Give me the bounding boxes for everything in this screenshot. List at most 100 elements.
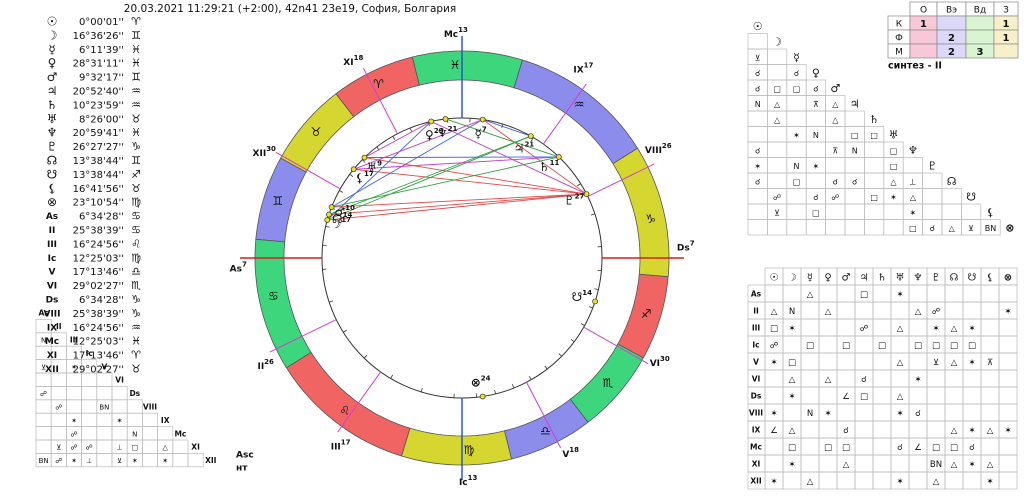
aspect-symbol: △ [807, 290, 814, 300]
cusp-degree: 26 [264, 358, 274, 366]
aspect-line [353, 156, 559, 170]
sign: ♓ [131, 126, 141, 139]
aspect-symbol: △ [951, 358, 958, 368]
body-glyph: ☿ [48, 42, 55, 56]
table-cell [936, 15, 967, 31]
cusp-wheel-label: As7 [230, 261, 247, 275]
table-value: 2 [948, 47, 955, 58]
position: 8°26'00'' [79, 114, 124, 125]
tick [577, 183, 581, 187]
planet-label: ☊14 [332, 211, 353, 226]
aspect-symbol: ⊻ [933, 358, 939, 368]
sign: ♓ [131, 57, 141, 70]
aspect-symbol: ∠ [770, 426, 778, 436]
aspect-symbol: □ [968, 341, 976, 351]
cusp-label: Ds [129, 389, 140, 398]
tick [349, 173, 354, 178]
table-value: 1 [920, 19, 927, 30]
synthesis: синтез - II [888, 61, 942, 72]
cusp-label: III [47, 240, 57, 250]
body-glyph: ♀ [824, 273, 831, 284]
aspect-symbol: ✶ [968, 324, 975, 334]
aspect-line [353, 119, 483, 170]
body-glyph: ♂ [842, 273, 851, 284]
table-header: З [1003, 6, 1009, 16]
sign: ♋ [131, 210, 141, 223]
aspect-line [482, 119, 531, 137]
sign: ♉ [131, 112, 141, 125]
table-value: 1 [1003, 19, 1010, 30]
tick [544, 365, 548, 370]
tick [558, 353, 562, 357]
aspect-symbol: ☌ [794, 69, 799, 78]
aspect-symbol: ✶ [968, 460, 975, 470]
cusp-line [269, 319, 337, 353]
sign: ♉ [131, 363, 141, 376]
cusp-label: VIII [749, 409, 763, 418]
aspect-symbol: N [755, 100, 761, 109]
aspect-symbol: △ [832, 115, 839, 124]
sign: ♑ [131, 293, 141, 306]
aspect-line [327, 193, 587, 221]
aspect-symbol: ⊥ [117, 444, 123, 452]
aspect-symbol: □ [932, 341, 940, 351]
aspect-symbol: ☌ [755, 84, 760, 93]
cusp-line [583, 326, 649, 365]
table-header: Вэ [946, 6, 957, 16]
planet-label: ☽17 [330, 216, 351, 231]
body-glyph: ☽ [47, 28, 58, 42]
position: 13°38'44'' [73, 170, 124, 181]
position: 16°36'26'' [73, 31, 124, 42]
planet-glyph: ☿ [475, 126, 482, 140]
aspect-symbol: ☌ [813, 193, 818, 202]
aspect-symbol: ✶ [117, 417, 123, 425]
cusp-name: XII [253, 148, 267, 158]
sign: ♏ [131, 279, 141, 292]
sign-glyph: ♓ [450, 58, 461, 72]
aspect-symbol: □ [793, 84, 801, 93]
aspect-symbol: ✶ [896, 477, 903, 487]
planet-degree: 9 [377, 160, 382, 168]
cusp-label: IX [161, 416, 170, 425]
position: 29°02'27'' [73, 281, 124, 292]
cusp-label: As [46, 212, 58, 222]
aspect-symbol: ☍ [55, 404, 62, 412]
aspect-line [431, 121, 587, 195]
table-cell [965, 15, 995, 31]
tick [343, 329, 347, 333]
body-glyph: ☽ [788, 273, 797, 284]
aspect-symbol: ✶ [788, 460, 795, 470]
cusp-name: As [230, 264, 242, 274]
body-glyph: ☋ [966, 190, 976, 203]
aspect-symbol: ✶ [788, 324, 795, 334]
planet-degree: 17 [341, 216, 351, 224]
planet-degree: 29 [434, 127, 444, 135]
aspect-symbol: △ [897, 358, 904, 368]
table-header: О [920, 6, 927, 16]
aspect-symbol: N [807, 409, 813, 419]
body-glyph: ♅ [896, 273, 905, 284]
aspect-line [364, 121, 432, 158]
planet-glyph: ♂ [334, 205, 345, 219]
planet-degree: 11 [550, 159, 560, 167]
aspect-symbol: ☍ [40, 390, 47, 398]
aspect-symbol: △ [910, 193, 917, 202]
aspect-symbol: ✶ [71, 457, 77, 465]
planet-label: ♀29 [425, 127, 444, 142]
table-cell [993, 43, 1019, 59]
sign: ♊ [131, 29, 141, 42]
sign: ♊ [131, 154, 141, 167]
cusp-degree: 17 [584, 62, 594, 70]
planet-dot [442, 116, 449, 122]
planet-glyph: ⚸ [355, 171, 364, 185]
planet-degree: 21 [524, 140, 534, 148]
aspect-symbol: ✶ [896, 290, 903, 300]
sign: ♒ [131, 98, 141, 111]
position: 16°41'56'' [73, 184, 124, 195]
aspect-symbol: △ [825, 307, 832, 317]
aspect-symbol: N [41, 337, 46, 345]
aspect-symbol: ⊥ [909, 177, 916, 186]
planet-dot [428, 118, 435, 125]
cusp-label: VI [752, 375, 761, 384]
